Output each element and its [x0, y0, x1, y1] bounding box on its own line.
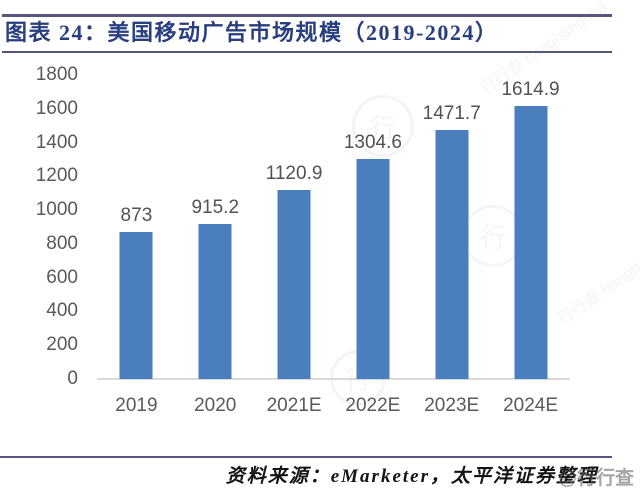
- bar-slot: 1120.9 2021E: [255, 75, 334, 416]
- footer-rule: [0, 456, 612, 458]
- bar-value-label: 1471.7: [422, 103, 481, 125]
- y-tick-label: 0: [67, 368, 78, 389]
- bar: [198, 224, 232, 379]
- x-tick-label: 2021E: [266, 395, 322, 416]
- plot-area: 873 2019 915.2 2020 1120.9 2021E 1304.6 2022E 14…: [97, 75, 570, 416]
- y-tick-label: 1600: [35, 97, 78, 119]
- y-tick-label: 1400: [35, 131, 78, 153]
- bar: [119, 231, 153, 379]
- source-note: 资料来源：eMarketer，太平洋证券整理: [225, 466, 598, 487]
- x-tick-label: 2022E: [345, 395, 401, 416]
- bar-slot: 1614.9 2024E: [491, 75, 570, 416]
- bar: [514, 106, 548, 379]
- bar-value-label: 1304.6: [343, 131, 402, 153]
- bar-value-label: 1120.9: [265, 162, 323, 184]
- y-tick-label: 1200: [35, 165, 78, 187]
- y-tick-label: 800: [46, 232, 78, 254]
- y-tick-label: 400: [46, 300, 78, 322]
- title-top-rule: [2, 14, 612, 17]
- x-tick-label: 2023E: [424, 395, 480, 416]
- x-tick-label: 2020: [194, 395, 237, 416]
- bar-value-label: 915.2: [191, 197, 240, 219]
- bar-value-label: 1614.9: [501, 79, 560, 101]
- y-tick-label: 600: [46, 266, 78, 288]
- bar-slot: 915.2 2020: [176, 75, 255, 416]
- y-axis: 0 200 400 600 800 1000 1200 1400 1600 1800: [0, 0, 78, 430]
- chart-title: 图表 24：美国移动广告市场规模（2019-2024）: [5, 20, 499, 45]
- bar-value-label: 873: [120, 204, 153, 226]
- y-tick-label: 1800: [35, 64, 78, 85]
- bar-slot: 873 2019: [97, 75, 176, 416]
- y-tick-label: 1000: [35, 199, 78, 221]
- y-tick-label: 200: [46, 334, 78, 356]
- x-tick-label: 2019: [115, 395, 158, 416]
- bar-slot: 1471.7 2023E: [412, 75, 491, 416]
- bar: [356, 158, 390, 379]
- bar-slot: 1304.6 2022E: [333, 75, 412, 416]
- bar: [435, 130, 469, 379]
- x-axis-line: [97, 378, 570, 380]
- x-tick-label: 2024E: [503, 395, 559, 416]
- title-bottom-rule: [2, 51, 612, 53]
- bar: [277, 189, 311, 379]
